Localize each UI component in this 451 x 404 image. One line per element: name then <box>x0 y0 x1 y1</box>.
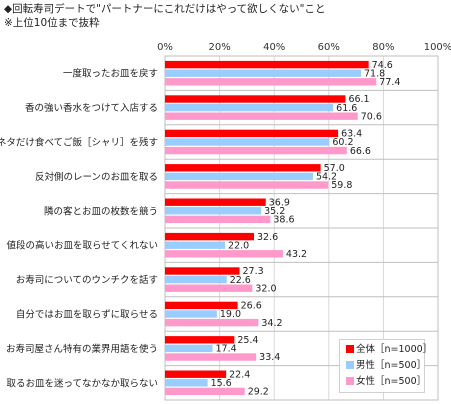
data-label-male: 19.0 <box>220 309 241 320</box>
bar-male <box>165 138 330 146</box>
bar-male <box>165 103 334 112</box>
legend: 全体［n=1000］ 男性［n=500］ 女性［n=500］ <box>339 339 432 393</box>
data-label-male: 60.2 <box>332 137 353 148</box>
data-label-female: 66.6 <box>350 146 371 157</box>
bar-female <box>165 318 259 327</box>
bar-male <box>165 207 262 215</box>
legend-swatch-male <box>346 361 354 369</box>
bar-all <box>165 370 227 378</box>
bar-all <box>165 198 266 206</box>
bar-all <box>165 267 240 275</box>
data-label-female: 32.0 <box>255 283 276 294</box>
data-label-female: 29.2 <box>248 387 269 398</box>
x-tick-label: 60% <box>318 42 340 53</box>
bar-all <box>165 336 235 344</box>
category-label: 値段の高いお皿を取らせてくれない <box>6 240 158 252</box>
chart-subtitle: ※上位10位まで抜粋 <box>4 17 100 29</box>
data-label-all: 66.1 <box>348 94 369 105</box>
legend-swatch-female <box>346 377 354 385</box>
data-label-male: 22.0 <box>228 240 249 251</box>
bar-female <box>165 146 347 155</box>
data-label-female: 70.6 <box>361 111 382 122</box>
bar-male <box>165 310 217 318</box>
data-label-male: 54.2 <box>316 172 337 183</box>
bar-female <box>165 387 245 396</box>
x-tick-label: 80% <box>372 42 394 53</box>
bar-female <box>165 215 271 224</box>
bar-female <box>165 112 358 120</box>
x-tick-label: 20% <box>208 42 230 53</box>
x-tick-label: 40% <box>263 42 285 53</box>
legend-swatch-all <box>346 345 354 353</box>
data-label-male: 35.2 <box>264 206 285 217</box>
data-label-all: 74.6 <box>372 60 393 71</box>
bar-all <box>165 129 339 138</box>
category-label: 隣の客とお皿の枚数を競う <box>44 205 158 217</box>
bar-male <box>165 379 208 387</box>
legend-item-all: 全体［n=1000］ <box>346 344 432 356</box>
data-label-male: 71.8 <box>364 68 385 79</box>
data-label-female: 77.4 <box>379 77 400 88</box>
data-label-female: 33.4 <box>259 352 280 363</box>
bar-male <box>165 69 362 77</box>
data-label-male: 17.4 <box>216 344 237 355</box>
data-label-all: 22.4 <box>229 369 250 380</box>
bar-all <box>165 95 346 103</box>
chart-title: ◆回転寿司デートで"パートナーにこれだけはやって欲しくない"こと <box>4 3 326 15</box>
legend-item-male: 男性［n=500］ <box>346 360 426 372</box>
category-label: お寿司屋さん特有の業界用語を使う <box>6 343 158 355</box>
category-label: 一度取ったお皿を戻す <box>63 68 158 80</box>
data-label-all: 36.9 <box>269 197 290 208</box>
bar-male <box>165 172 313 181</box>
legend-label-all: 全体［n=1000］ <box>356 344 433 355</box>
bar-all <box>165 232 254 241</box>
category-label: 香の強い香水をつけて入店する <box>25 102 158 114</box>
data-label-female: 38.6 <box>273 215 294 226</box>
bar-all <box>165 60 369 69</box>
bar-male <box>165 275 227 284</box>
x-tick-label: 0% <box>157 42 173 53</box>
bar-female <box>165 78 377 86</box>
data-label-male: 22.6 <box>230 275 251 286</box>
legend-label-female: 女性［n=500］ <box>356 376 427 387</box>
bar-all <box>165 164 321 172</box>
bar-male <box>165 344 213 353</box>
legend-label-male: 男性［n=500］ <box>356 360 427 371</box>
bar-male <box>165 241 226 249</box>
data-label-male: 61.6 <box>336 103 357 114</box>
data-label-female: 59.8 <box>331 180 352 191</box>
bar-female <box>165 181 329 189</box>
legend-item-female: 女性［n=500］ <box>346 376 426 388</box>
data-label-all: 57.0 <box>324 163 345 174</box>
category-label: 自分ではお皿を取らずに取らせる <box>16 309 158 321</box>
data-label-all: 27.3 <box>243 266 264 277</box>
category-label: ネタだけ食べてご飯［シャリ］を残す <box>0 137 158 149</box>
category-label: 反対側のレーンのお皿を取る <box>35 171 158 183</box>
category-label: 取るお皿を迷ってなかなか取らない <box>6 377 158 389</box>
data-label-all: 26.6 <box>241 301 262 312</box>
bar-female <box>165 284 253 292</box>
x-tick-label: 100% <box>424 42 451 53</box>
data-label-female: 34.2 <box>261 318 282 329</box>
data-label-female: 43.2 <box>286 249 307 260</box>
data-label-male: 15.6 <box>211 378 232 389</box>
data-label-all: 32.6 <box>257 232 278 243</box>
bar-female <box>165 353 257 361</box>
category-label: お寿司についてのウンチクを話す <box>16 274 158 286</box>
bar-female <box>165 250 283 258</box>
bar-all <box>165 301 238 310</box>
data-label-all: 63.4 <box>341 129 362 140</box>
data-label-all: 25.4 <box>237 335 258 346</box>
